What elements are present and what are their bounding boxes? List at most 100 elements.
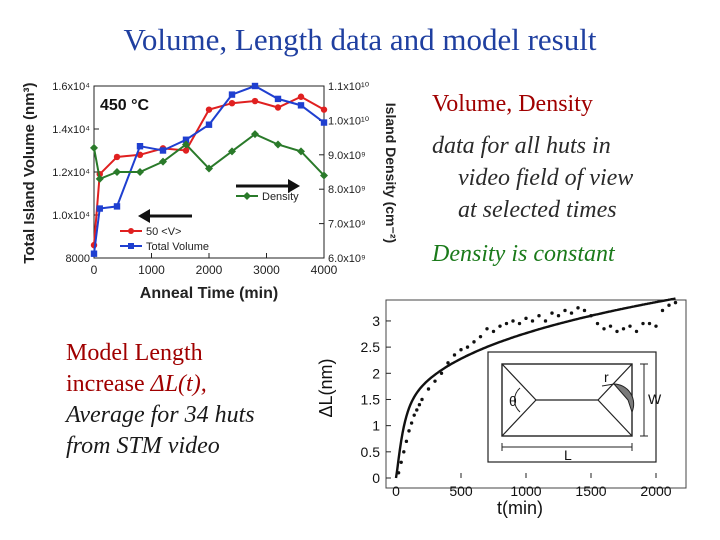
- legend-marker: [128, 228, 134, 234]
- r-sector: [612, 383, 635, 414]
- data-point: [420, 397, 424, 402]
- y-tick-label: 1.0x10⁴: [52, 210, 90, 222]
- data-point: [602, 327, 606, 331]
- right-footer: Density is constant: [432, 241, 615, 267]
- r-label: r: [604, 369, 609, 385]
- data-point: [205, 121, 213, 128]
- data-point: [182, 136, 190, 143]
- data-point: [205, 106, 213, 113]
- legend-label: Density: [262, 191, 299, 203]
- x-axis-title: t(min): [497, 498, 543, 518]
- x-tick-label: 1500: [575, 483, 606, 499]
- x-tick-label: 0: [91, 263, 98, 277]
- data-point: [628, 324, 632, 328]
- data-point: [582, 308, 587, 313]
- data-point: [641, 321, 645, 326]
- y-tick-label: 1.6x10⁴: [52, 81, 90, 93]
- data-point: [407, 429, 411, 433]
- x-tick-label: 3000: [253, 263, 280, 277]
- model-line-3: Average for 34 huts: [66, 402, 255, 428]
- data-point: [563, 308, 567, 313]
- data-point: [412, 413, 416, 417]
- x-tick-label: 1000: [510, 483, 541, 499]
- data-point: [452, 353, 457, 357]
- y2-tick-label: 7.0x10⁹: [328, 219, 366, 231]
- data-point: [589, 314, 593, 318]
- data-point: [537, 314, 541, 318]
- data-point: [320, 106, 328, 113]
- y-tick-label: 1.4x10⁴: [52, 124, 90, 136]
- x-tick-label: 2000: [640, 483, 671, 499]
- legend-label: 50 <V>: [146, 226, 181, 238]
- y2-axis-title: Island Density (cm⁻²): [383, 103, 399, 243]
- hut-inset-diagram: θ r W L: [487, 351, 662, 463]
- legend-marker: [243, 192, 251, 200]
- model-line-2: increase ΔL(t),: [66, 369, 255, 400]
- data-point: [274, 104, 282, 111]
- y-axis-title: ΔL(nm): [316, 358, 336, 417]
- data-point: [136, 151, 144, 158]
- right-heading: Volume, Density: [432, 91, 593, 117]
- data-point: [647, 321, 652, 326]
- y-tick-label: 2.5: [361, 339, 381, 355]
- data-point: [415, 408, 419, 412]
- y2-tick-label: 6.0x10⁹: [328, 253, 366, 265]
- data-point: [439, 371, 444, 375]
- data-point: [621, 327, 626, 331]
- data-point: [667, 303, 671, 307]
- data-point: [159, 157, 167, 166]
- y-tick-label: 8000: [66, 253, 90, 265]
- right-body-line: at selected times: [458, 197, 617, 223]
- data-point: [251, 82, 259, 90]
- data-point: [182, 147, 190, 154]
- data-point: [491, 329, 496, 334]
- data-point: [517, 321, 522, 326]
- data-point: [485, 327, 489, 331]
- data-point: [182, 140, 190, 149]
- x-tick-label: 0: [392, 483, 400, 499]
- y-tick-label: 1.2x10⁴: [52, 167, 90, 179]
- data-point: [543, 319, 548, 323]
- data-point: [251, 97, 259, 105]
- y-tick-label: 1.5: [361, 391, 381, 407]
- data-point: [478, 334, 483, 339]
- series-line: [93, 133, 325, 181]
- data-point: [205, 164, 213, 173]
- data-point: [433, 379, 437, 383]
- right-body: data for all huts in video field of view…: [432, 130, 633, 226]
- data-point: [660, 308, 665, 313]
- data-point: [113, 203, 121, 210]
- x-tick-label: 500: [449, 483, 473, 499]
- right-body-line: video field of view: [458, 165, 634, 191]
- data-point: [576, 306, 580, 310]
- data-point: [459, 348, 463, 352]
- data-point: [399, 460, 403, 464]
- data-point: [530, 319, 535, 323]
- data-point: [320, 119, 328, 126]
- data-point: [113, 168, 121, 176]
- data-point: [426, 387, 431, 391]
- data-point: [320, 171, 328, 180]
- data-point: [228, 91, 236, 98]
- y-tick-label: 2: [372, 365, 380, 381]
- temperature-annotation: 450 °C: [100, 97, 150, 114]
- data-point: [673, 300, 678, 305]
- data-point: [556, 314, 561, 318]
- volume-density-chart: 0 1000 2000 3000 4000 8000 1.0x10⁴ 1.2x10⁴ 1.4x1…: [21, 81, 399, 302]
- data-point: [136, 168, 144, 176]
- data-point: [159, 147, 167, 154]
- series-line: [93, 95, 325, 246]
- data-point: [569, 311, 574, 315]
- y-tick-label: 0.5: [361, 444, 381, 460]
- x-tick-label: 4000: [311, 263, 338, 277]
- y2-tick-label: 1.1x10¹⁰: [328, 81, 370, 93]
- data-point: [404, 439, 409, 444]
- data-point: [465, 345, 470, 349]
- theta-arc: [514, 387, 521, 413]
- data-point: [228, 100, 236, 107]
- data-point: [90, 250, 98, 257]
- data-point: [251, 130, 259, 139]
- data-point: [95, 174, 104, 183]
- legend-label: Total Volume: [146, 241, 209, 253]
- length-chart: 0 500 1000 1500 2000 0 0.5 1 1.5 2 2.5 3 t(min) ΔL(…: [316, 297, 687, 518]
